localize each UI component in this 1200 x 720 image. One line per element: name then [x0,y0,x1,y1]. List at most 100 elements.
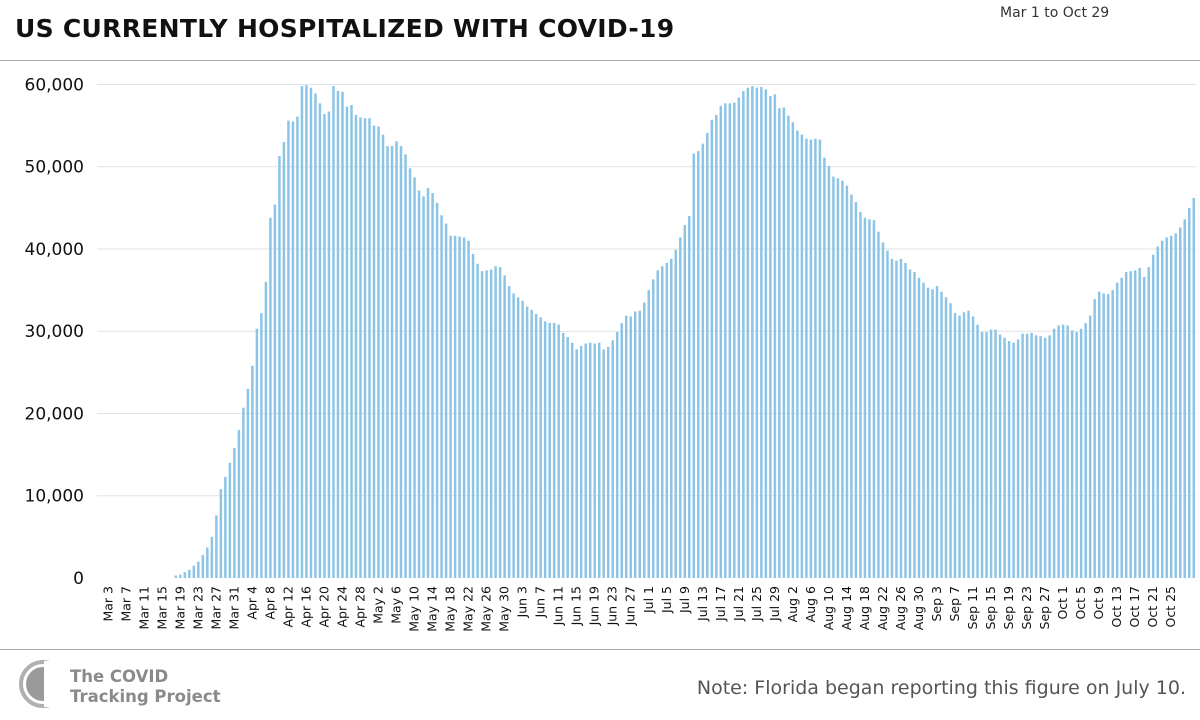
bar [1021,333,1024,578]
bar [692,153,696,579]
bar [521,300,524,578]
x-tick-label: Jun 11 [551,586,566,626]
bar [647,290,650,578]
bar [944,297,948,578]
bar [877,231,880,578]
bar [1179,227,1182,578]
bar [498,267,502,578]
bar [940,291,943,578]
bar [665,262,669,578]
bar [683,225,687,579]
bar [1043,337,1047,578]
bar [1039,336,1042,578]
bar [1106,294,1110,578]
bar [832,176,835,578]
bar [1192,197,1195,578]
bar [899,258,903,578]
x-tick-label: Mar 15 [154,586,169,629]
bar [611,340,614,578]
bar [800,134,804,578]
bar [269,217,272,578]
bar [985,332,988,578]
bar [422,196,425,578]
bar [701,143,705,578]
date-range-label: Mar 1 to Oct 29 [1000,5,1110,21]
bar [453,235,457,578]
bar [661,266,664,578]
x-tick-label: Apr 24 [334,586,349,628]
x-tick-label: Jul 25 [749,586,764,622]
bar [688,216,691,578]
footnote: Note: Florida began reporting this figur… [696,677,1186,699]
bar [255,328,259,578]
bar [638,310,641,578]
bar [1147,267,1150,578]
x-tick-label: Aug 14 [839,586,854,630]
bar [845,185,849,578]
bar [341,91,344,578]
bar [336,91,340,578]
bar [399,146,403,578]
bar [282,142,286,578]
logo-mark-icon [19,660,64,708]
bar [296,116,299,578]
bar [971,316,975,578]
y-tick-label: 0 [73,569,84,589]
footer-divider [0,649,1200,650]
x-tick-label: Apr 4 [244,586,259,620]
bar [1115,282,1119,578]
bar [859,211,862,578]
bar [197,561,200,578]
bar [570,342,574,578]
bar [755,87,759,579]
x-tick-label: Jun 19 [587,586,602,626]
bar [931,289,934,578]
bar [1165,237,1168,578]
bar [228,462,232,578]
x-tick-label: Sep 11 [965,586,980,629]
bar [1079,328,1083,578]
bar [192,565,196,578]
bar [431,193,434,578]
bar [206,547,209,578]
bar [1133,270,1137,578]
x-tick-label: Mar 11 [136,586,151,629]
bar [796,130,799,578]
bar [908,269,912,578]
bar [1129,271,1132,578]
x-tick-label: May 18 [443,586,458,632]
bar [1016,339,1020,578]
bar [958,315,961,578]
bar [715,114,718,578]
bar [543,321,547,578]
bar [318,103,322,578]
bar [588,342,592,578]
bar [354,114,358,578]
bar [219,489,223,578]
bar [309,87,313,579]
bar [377,126,380,579]
bar [525,306,529,578]
bar [512,293,515,578]
bar [962,312,966,578]
bar [827,165,831,578]
y-tick-label: 40,000 [25,240,84,260]
bar [287,120,290,579]
bar [314,93,317,578]
x-tick-label: May 2 [371,586,386,624]
x-tick-label: May 10 [407,586,422,632]
bar [408,168,412,578]
bar [1057,325,1060,578]
y-tick-label: 50,000 [25,158,84,178]
bar [210,536,214,578]
bar [620,323,623,578]
bar [629,316,632,578]
bar [237,429,241,578]
bar [917,277,921,578]
x-tick-label: Aug 10 [821,586,836,630]
bar [724,103,727,578]
x-tick-label: Jun 23 [605,586,620,626]
x-tick-label: Jul 21 [731,586,746,622]
bar [201,554,205,578]
bar [188,569,191,578]
